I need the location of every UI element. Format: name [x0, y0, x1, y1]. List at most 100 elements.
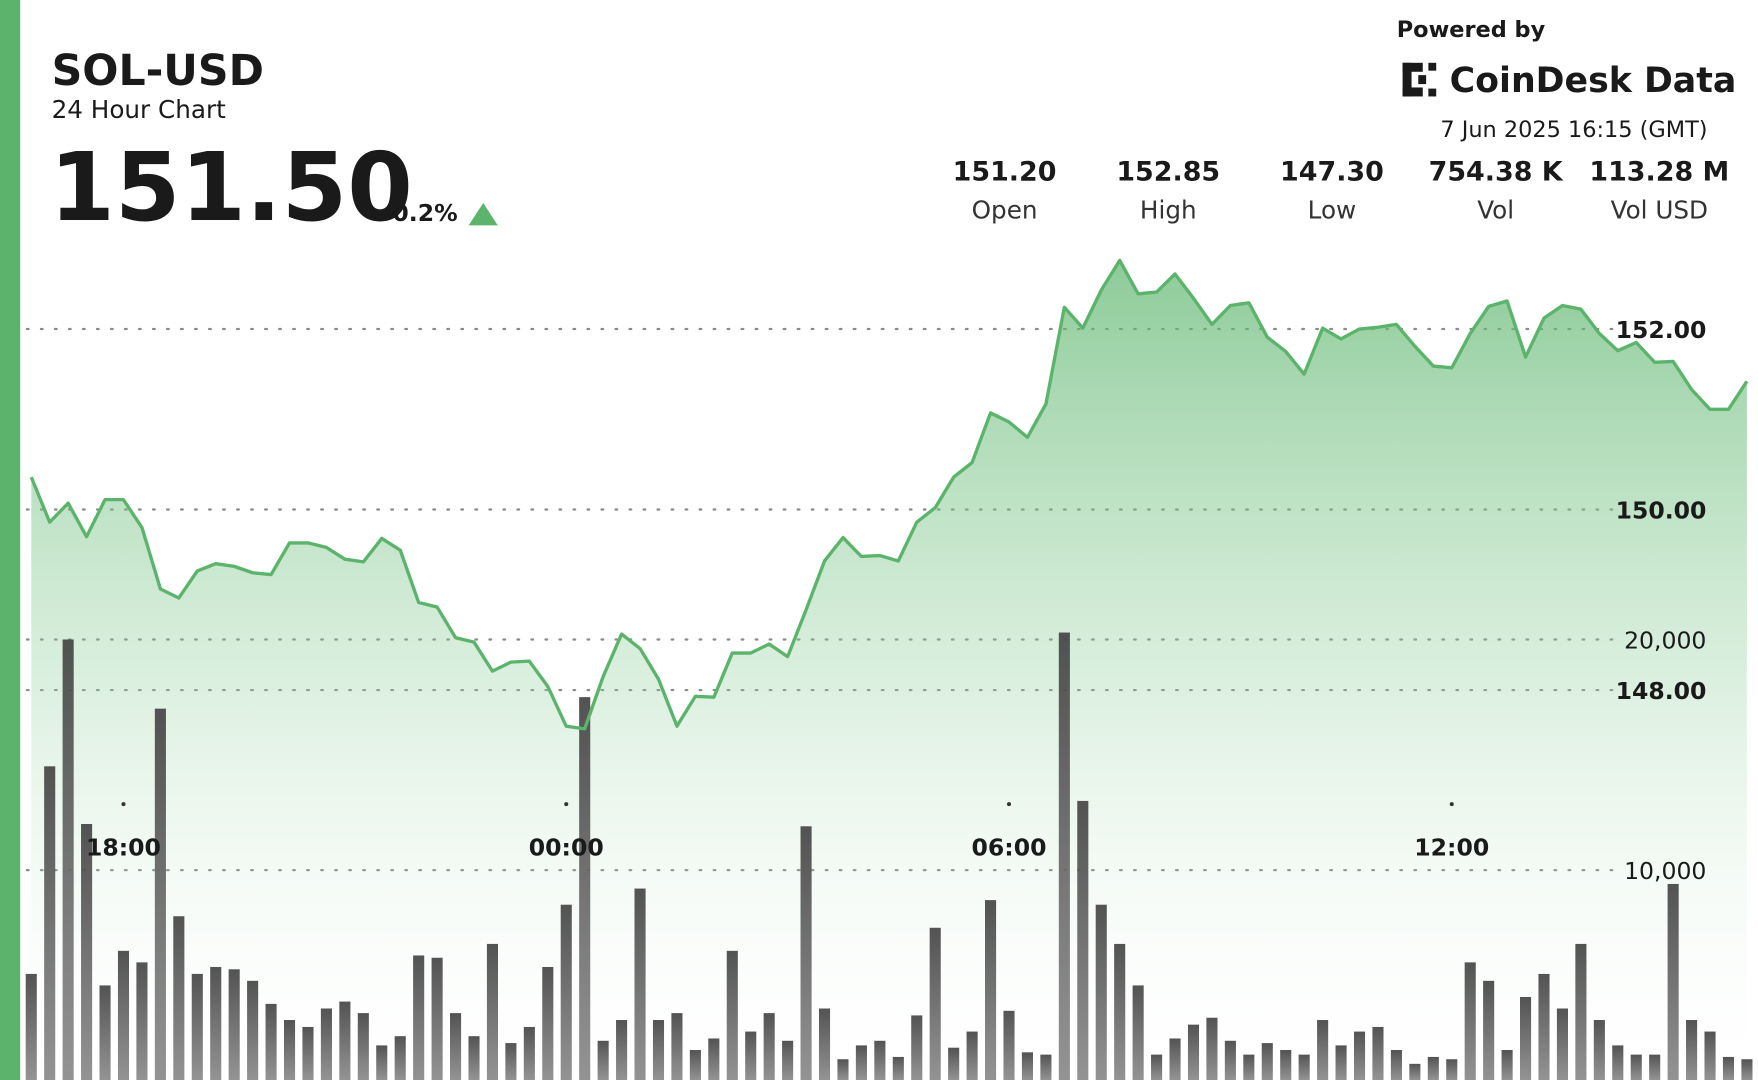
volume-bar: [1003, 1010, 1015, 1080]
volume-bar: [468, 1036, 480, 1080]
volume-bar: [1667, 883, 1679, 1080]
volume-bar: [302, 1026, 314, 1080]
volume-bar: [763, 1013, 775, 1080]
volume-bar: [634, 888, 646, 1080]
volume-bar: [1427, 1056, 1439, 1080]
volume-bar: [1686, 1020, 1698, 1080]
volume-bar: [1114, 943, 1126, 1080]
volume-bar: [560, 904, 572, 1080]
timestamp: 7 Jun 2025 16:15 (GMT): [1440, 117, 1707, 143]
volume-bar: [1372, 1026, 1384, 1080]
volume-bar: [874, 1040, 886, 1080]
volume-bar: [320, 1008, 332, 1080]
volume-bar: [413, 955, 425, 1080]
volume-bar: [357, 1013, 369, 1080]
volume-bar: [1021, 1052, 1033, 1080]
volume-bar: [1741, 1059, 1753, 1080]
x-tick-label: 00:00: [529, 834, 604, 862]
volume-bar: [1224, 1040, 1236, 1080]
volume-bar: [44, 766, 56, 1080]
symbol: SOL-USD: [52, 46, 264, 96]
volume-bar: [1704, 1031, 1716, 1080]
volume-bar: [1261, 1043, 1273, 1080]
y-tick-label: 148.00: [1616, 677, 1707, 705]
y-tick-label: 10,000: [1624, 857, 1706, 885]
volume-bar: [1483, 980, 1495, 1080]
volume-bar: [154, 708, 166, 1080]
volume-bar: [542, 966, 554, 1080]
volume-bar: [1538, 973, 1550, 1080]
x-tick-label: 06:00: [972, 834, 1047, 862]
volume-bar: [1280, 1050, 1292, 1080]
volume-bar: [966, 1031, 978, 1080]
axis-labels: 148.00 150.00 152.00 10,000 20,000 18:00 00:00…: [86, 316, 1706, 885]
volume-bar: [1243, 1054, 1255, 1080]
volume-bar: [1464, 962, 1476, 1080]
volume-bar: [376, 1045, 388, 1080]
volume-bar: [1390, 1050, 1402, 1080]
volume-bar: [486, 943, 499, 1080]
volume-bar: [136, 962, 148, 1080]
volume-bar: [1593, 1020, 1605, 1080]
y-tick-label: 152.00: [1616, 316, 1707, 344]
volume-bar: [1556, 1008, 1568, 1080]
volume-bar: [911, 1015, 923, 1080]
volume-bar: [579, 697, 591, 1080]
up-arrow: [468, 202, 498, 226]
stats: 151.20 Open 152.85 High 147.30 Low 754.38 K Vol…: [953, 157, 1730, 225]
volume-bar: [689, 1050, 701, 1080]
volume-bar: [616, 1020, 628, 1080]
volume-bar: [247, 980, 259, 1080]
volume-bar: [1353, 1031, 1366, 1080]
volume-bar: [652, 1020, 665, 1080]
volume-bar: [117, 950, 130, 1080]
volume-bar: [1409, 1063, 1421, 1080]
volume-bar: [191, 973, 203, 1080]
volume-bar: [1169, 1038, 1181, 1080]
stat-label: High: [1140, 196, 1197, 225]
volume-bar: [450, 1013, 462, 1080]
volume-bar: [597, 1040, 609, 1080]
volume-bar: [948, 1047, 960, 1080]
volume-bar: [81, 823, 93, 1080]
price-line: [29, 258, 1749, 731]
plot-area: 148.00 150.00 152.00 10,000 20,000 18:00 00:00…: [25, 258, 1753, 1080]
volume-bar: [1058, 632, 1070, 1080]
volume-bar: [1317, 1020, 1329, 1080]
price: 151.50: [49, 134, 412, 243]
subtitle: 24 Hour Chart: [52, 95, 227, 124]
volume-bar: [1095, 904, 1107, 1080]
stat-label: Vol USD: [1611, 196, 1708, 225]
stat-value: 147.30: [1280, 157, 1384, 188]
brand-name: CoinDesk Data: [1450, 61, 1737, 101]
volume-bar: [1722, 1056, 1735, 1080]
stat-value: 113.28 M: [1589, 157, 1729, 188]
volume-bar: [1520, 996, 1532, 1080]
brand-logo: [1402, 62, 1437, 97]
volume-bar: [173, 916, 185, 1080]
volume-bar: [265, 1003, 277, 1080]
volume-bar: [837, 1059, 849, 1080]
volume-bar: [1040, 1054, 1052, 1080]
volume-bar: [929, 927, 941, 1080]
volume-bar: [985, 900, 997, 1080]
x-tick-mark: [1006, 802, 1012, 807]
volume-bar: [228, 969, 240, 1080]
volume-bar: [99, 985, 111, 1080]
volume-bar: [1077, 800, 1089, 1080]
volume-bar: [210, 966, 222, 1080]
volume-bar: [283, 1020, 296, 1080]
stat-label: Vol: [1477, 196, 1514, 225]
volume-bar: [800, 826, 812, 1080]
stat-label: Open: [972, 196, 1038, 225]
volume-bars: [25, 632, 1753, 1080]
volume-bar: [1335, 1045, 1347, 1080]
volume-bar: [25, 973, 37, 1080]
y-tick-label: 20,000: [1624, 626, 1706, 654]
volume-bar: [1612, 1045, 1624, 1080]
volume-bar: [339, 1001, 351, 1080]
volume-bar: [523, 1026, 535, 1080]
volume-bar: [394, 1036, 406, 1080]
x-tick-mark: [121, 802, 126, 807]
